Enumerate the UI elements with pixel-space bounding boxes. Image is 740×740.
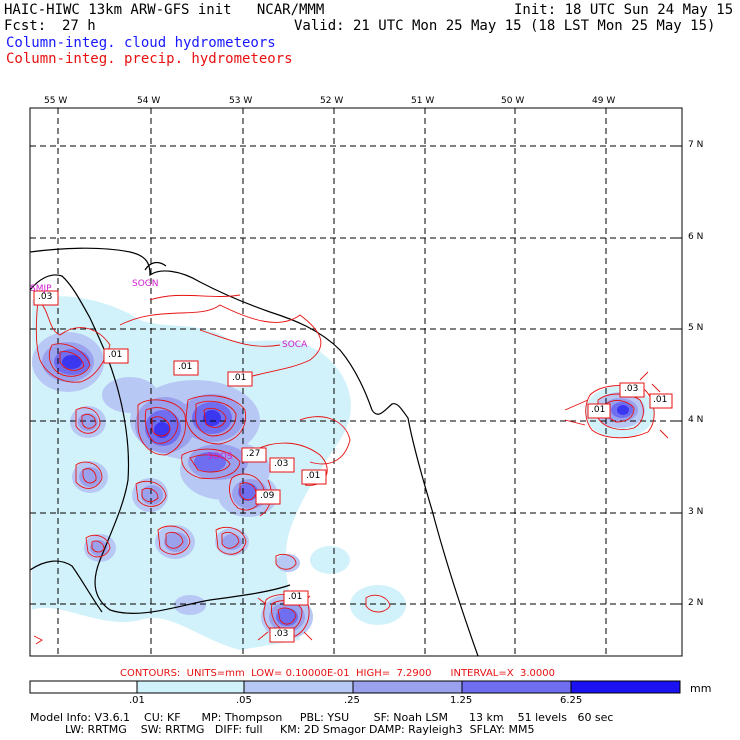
- contour-label: .01: [653, 395, 668, 405]
- cloud-field-label: Column-integ. cloud hydrometeors: [6, 35, 276, 51]
- contour-label: .01: [591, 405, 606, 415]
- colorbar-tick: 6.25: [560, 695, 583, 706]
- station-label: SOCA: [282, 340, 308, 350]
- lat-label: 7 N: [688, 140, 704, 150]
- lon-label: 54 W: [137, 96, 161, 106]
- contour-label: .03: [274, 629, 289, 639]
- contour-label: .01: [288, 592, 303, 602]
- contour-info: CONTOURS: UNITS=mm LOW= 0.10000E-01 HIGH…: [120, 668, 555, 679]
- init-time: Init: 18 UTC Sun 24 May 15: [514, 2, 734, 18]
- contour-label: .09: [260, 491, 275, 501]
- colorbar-unit: mm: [690, 682, 712, 695]
- station-label: SOGN: [132, 279, 159, 289]
- contour-label: .03: [274, 459, 289, 469]
- precip-contours: [33, 294, 669, 645]
- contour-label: .27: [246, 449, 261, 459]
- contour-label: .01: [232, 373, 247, 383]
- lon-label: 55 W: [44, 96, 68, 106]
- map-frame: [29, 107, 683, 657]
- lon-label: 52 W: [320, 96, 344, 106]
- contour-label: .01: [178, 362, 193, 372]
- colorbar-tick: .25: [344, 695, 360, 706]
- lat-label: 5 N: [688, 323, 704, 333]
- coastline: [30, 247, 479, 656]
- station-label: SOOS: [207, 452, 233, 462]
- contour-label-boxes: [33, 290, 673, 643]
- contour-label: .03: [38, 292, 53, 302]
- colorbar-tick: .01: [129, 695, 145, 706]
- cloud-fill-max: [62, 355, 629, 438]
- forecast-label: Fcst:: [4, 18, 47, 34]
- model-info-line2: LW: RRTMG SW: RRTMG DIFF: full KM: 2D Sm…: [30, 723, 535, 736]
- forecast-hour: 27 h: [62, 18, 96, 34]
- frame-ticks: [57, 108, 682, 605]
- lat-label: 6 N: [688, 232, 704, 242]
- precip-field-label: Column-integ. precip. hydrometeors: [6, 51, 293, 67]
- lat-label: 4 N: [688, 415, 704, 425]
- station-label: SMJP: [30, 284, 52, 294]
- model-info-line1: Model Info: V3.6.1 CU: KF MP: Thompson P…: [30, 711, 614, 724]
- valid-time: Valid: 21 UTC Mon 25 May 15 (18 LST Mon …: [294, 18, 716, 34]
- colorbar-tick: 1.25: [450, 695, 473, 706]
- lat-label: 3 N: [688, 507, 704, 517]
- colorbar: [29, 680, 681, 694]
- colorbar-tick: .05: [236, 695, 252, 706]
- lon-label: 50 W: [501, 96, 525, 106]
- contour-label: .01: [108, 350, 123, 360]
- plot-title: HAIC-HIWC 13km ARW-GFS init NCAR/MMM: [4, 2, 325, 18]
- lon-label: 49 W: [592, 96, 616, 106]
- lon-label: 53 W: [229, 96, 253, 106]
- lon-label: 51 W: [411, 96, 435, 106]
- contour-label: .03: [624, 384, 639, 394]
- contour-label: .01: [306, 471, 321, 481]
- lat-label: 2 N: [688, 598, 704, 608]
